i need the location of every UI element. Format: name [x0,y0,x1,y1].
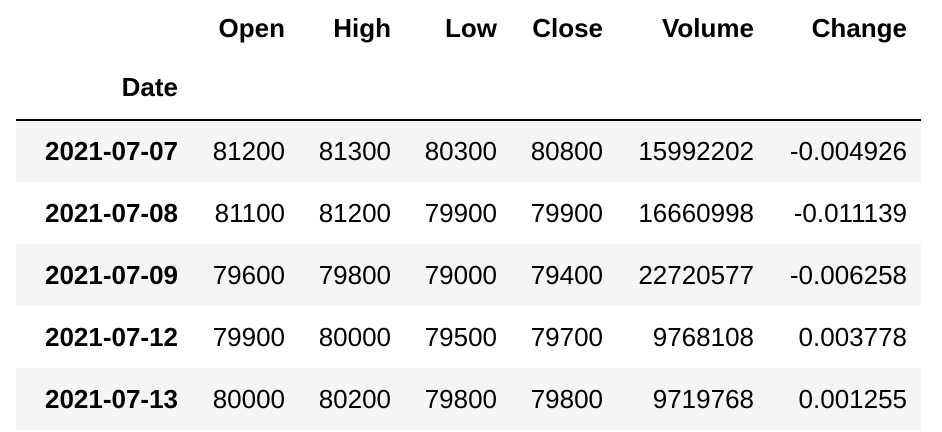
cell-open: 79900 [212,321,285,352]
cell-low: 80300 [424,136,497,166]
cell-volume: 9768108 [652,321,754,352]
cell-change: -0.004926 [789,136,907,166]
row-index-date: 2021-07-13 [45,383,178,414]
cell-change: -0.006258 [789,259,907,290]
cell-change: 0.001255 [798,383,907,414]
table-row: 2021-07-13 80000 80200 79800 79800 97197… [16,368,921,430]
column-header-change: Change [811,12,907,43]
cell-volume: 16660998 [638,197,754,228]
row-index-date: 2021-07-07 [45,136,178,166]
dataframe-table: Open High Low Close Volume Change Date 2… [16,0,921,430]
header-blank-cell [299,56,405,120]
cell-volume: 15992202 [638,136,754,166]
header-blank-cell [768,56,921,120]
cell-low: 79900 [424,197,497,228]
cell-high: 80200 [318,383,391,414]
cell-high: 79800 [318,259,391,290]
cell-close: 79800 [530,383,603,414]
cell-open: 81200 [212,136,285,166]
cell-close: 79400 [530,259,603,290]
column-header-open: Open [218,12,285,43]
cell-change: -0.011139 [793,197,907,228]
row-index-date: 2021-07-08 [45,197,178,228]
index-header-row: Date [16,56,921,120]
header-blank-cell [405,56,511,120]
row-index-date: 2021-07-09 [45,259,178,290]
cell-close: 79900 [530,197,603,228]
cell-high: 80000 [318,321,391,352]
cell-high: 81200 [318,197,391,228]
cell-low: 79800 [424,383,497,414]
column-header-high: High [333,12,391,43]
cell-close: 79700 [530,321,603,352]
table-row: 2021-07-07 81200 81300 80300 80800 15992… [16,120,921,182]
cell-volume: 22720577 [638,259,754,290]
column-header-volume: Volume [662,12,754,43]
cell-low: 79000 [424,259,497,290]
cell-volume: 9719768 [652,383,754,414]
table-row: 2021-07-09 79600 79800 79000 79400 22720… [16,244,921,306]
cell-close: 80800 [530,136,603,166]
cell-open: 81100 [214,197,285,228]
cell-high: 81300 [318,136,391,166]
index-name-header: Date [121,72,178,102]
cell-change: 0.003778 [798,321,907,352]
column-header-row: Open High Low Close Volume Change [16,0,921,56]
header-blank-cell [511,56,617,120]
table-row: 2021-07-12 79900 80000 79500 79700 97681… [16,306,921,368]
header-blank-cell [16,0,192,56]
column-header-low: Low [445,12,497,43]
cell-open: 79600 [212,259,285,290]
row-index-date: 2021-07-12 [45,321,178,352]
table-row: 2021-07-08 81100 81200 79900 79900 16660… [16,182,921,244]
header-blank-cell [192,56,299,120]
header-blank-cell [617,56,768,120]
cell-low: 79500 [424,321,497,352]
cell-open: 80000 [212,383,285,414]
column-header-close: Close [532,12,603,43]
